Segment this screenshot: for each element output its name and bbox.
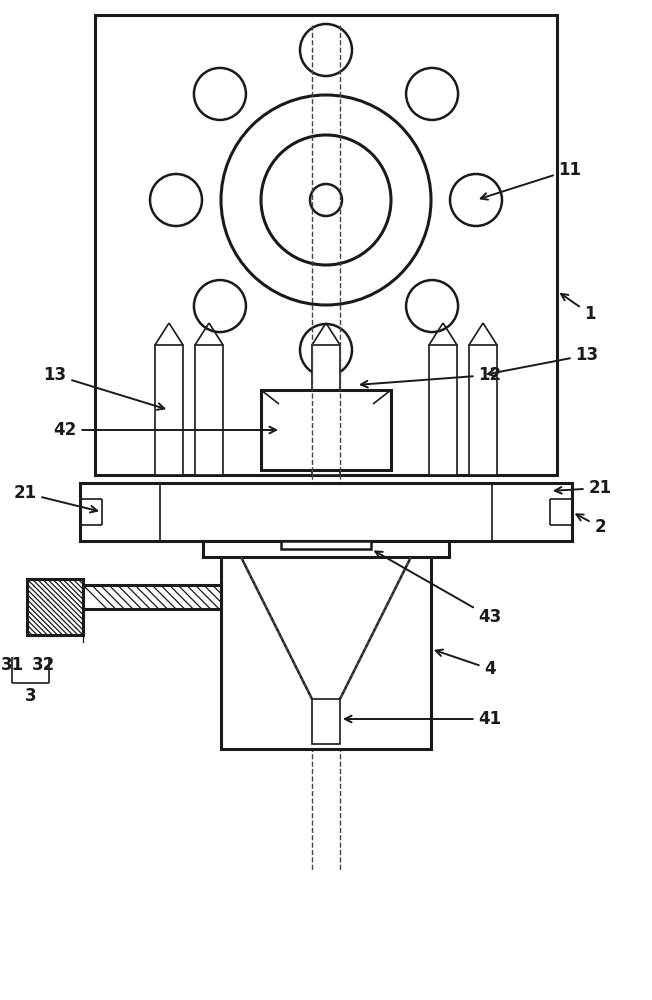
Text: 1: 1 xyxy=(561,294,596,323)
Ellipse shape xyxy=(406,68,458,120)
Text: 32: 32 xyxy=(32,656,55,674)
Bar xyxy=(312,699,340,744)
Ellipse shape xyxy=(406,280,458,332)
Text: 21: 21 xyxy=(555,479,612,497)
Text: 13: 13 xyxy=(488,346,599,376)
Ellipse shape xyxy=(310,184,342,216)
Ellipse shape xyxy=(221,95,431,305)
Bar xyxy=(429,345,457,475)
Bar xyxy=(95,15,557,475)
Text: 12: 12 xyxy=(361,366,501,387)
Ellipse shape xyxy=(194,280,246,332)
Bar xyxy=(312,345,340,475)
Bar xyxy=(469,345,497,475)
Bar xyxy=(261,390,391,470)
Text: 4: 4 xyxy=(436,650,496,678)
Ellipse shape xyxy=(300,324,352,376)
Bar xyxy=(203,541,449,557)
Text: 42: 42 xyxy=(53,421,276,439)
Bar xyxy=(281,541,371,549)
Bar xyxy=(80,483,572,541)
Ellipse shape xyxy=(300,24,352,76)
Text: 3: 3 xyxy=(25,687,37,705)
Text: 11: 11 xyxy=(481,161,582,200)
Text: 41: 41 xyxy=(345,710,501,728)
Text: 21: 21 xyxy=(14,484,97,512)
Bar xyxy=(221,549,431,749)
Ellipse shape xyxy=(450,174,502,226)
Text: 13: 13 xyxy=(44,366,164,410)
Bar xyxy=(195,345,223,475)
Bar xyxy=(83,585,221,609)
Text: 2: 2 xyxy=(576,514,606,536)
Bar xyxy=(27,579,83,635)
Ellipse shape xyxy=(261,135,391,265)
Text: 43: 43 xyxy=(376,551,501,626)
Bar xyxy=(155,345,183,475)
Text: 31: 31 xyxy=(1,656,23,674)
Ellipse shape xyxy=(194,68,246,120)
Ellipse shape xyxy=(150,174,202,226)
